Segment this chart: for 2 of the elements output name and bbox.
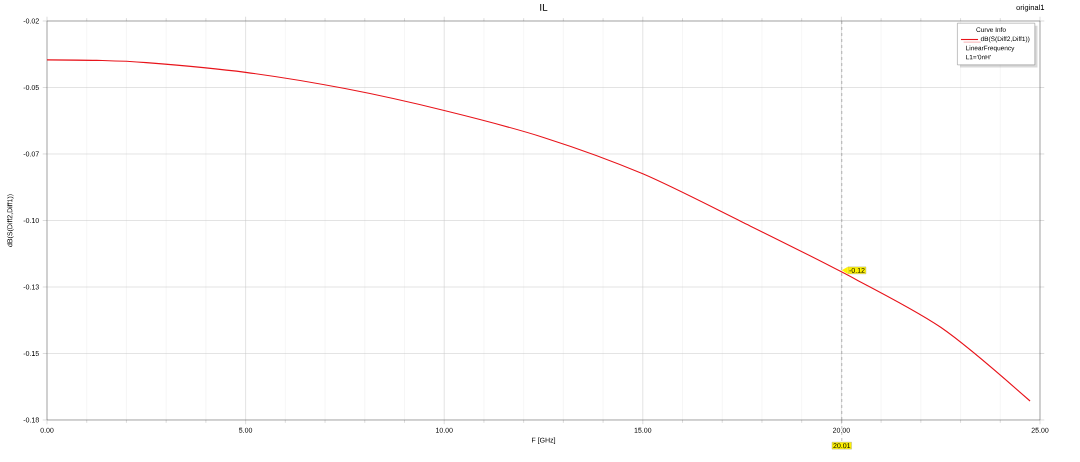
line-series <box>46 59 1031 402</box>
chart-title: IL <box>540 3 548 11</box>
